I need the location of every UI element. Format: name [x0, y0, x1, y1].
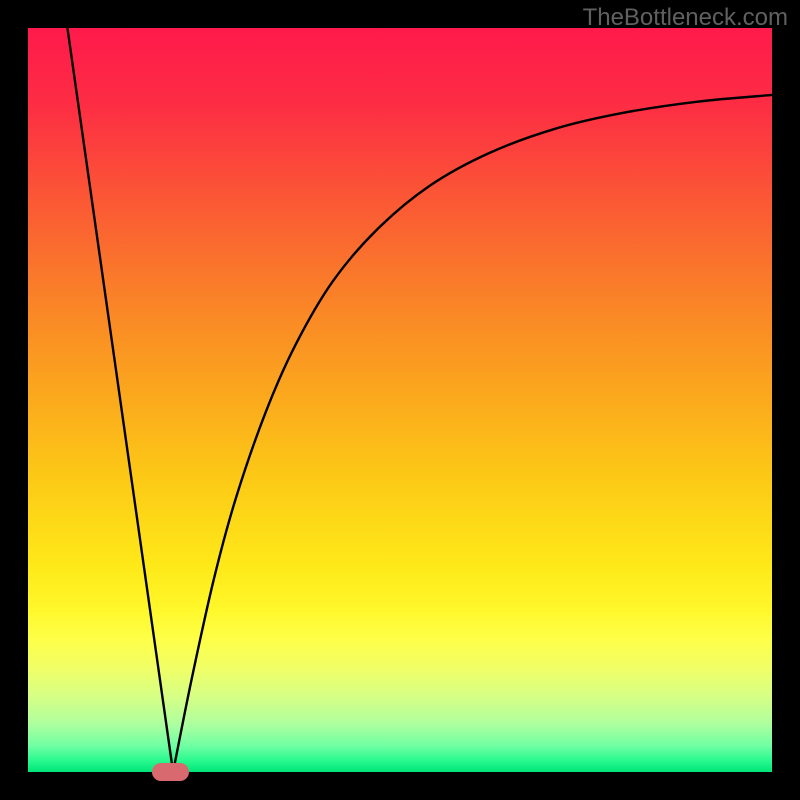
curve-left-branch: [67, 28, 173, 772]
plot-area: [28, 28, 772, 772]
curve-layer: [28, 28, 772, 772]
chart-frame: TheBottleneck.com: [0, 0, 800, 800]
watermark-text: TheBottleneck.com: [583, 4, 788, 32]
curve-right-branch: [173, 95, 772, 772]
minimum-marker: [152, 763, 189, 781]
